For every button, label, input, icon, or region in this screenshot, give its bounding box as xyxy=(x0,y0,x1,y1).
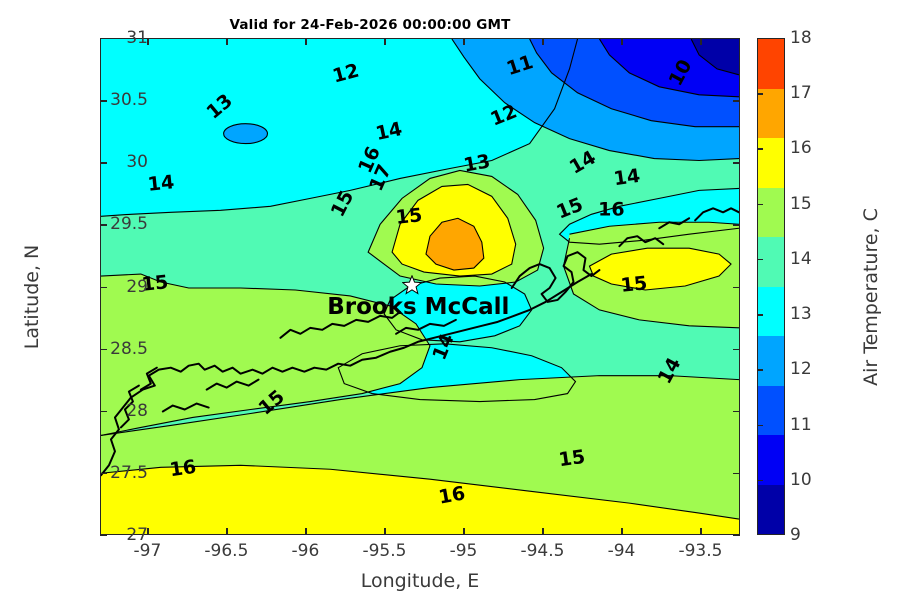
colorbar-band-0 xyxy=(758,39,784,89)
y-tick-mark xyxy=(733,224,740,226)
colorbar-tick-label: 16 xyxy=(790,138,812,159)
colorbar-tick-label: 13 xyxy=(790,304,812,325)
contour-label: 16 xyxy=(598,198,625,221)
colorbar-band-9 xyxy=(758,484,784,534)
colorbar-title: Air Temperature, C xyxy=(860,208,882,386)
y-tick-mark xyxy=(733,100,740,102)
colorbar-band-4 xyxy=(758,237,784,287)
x-tick-label: -95.5 xyxy=(362,541,407,561)
x-tick-mark xyxy=(384,528,386,535)
y-tick-mark xyxy=(733,535,740,537)
colorbar-tick-label: 18 xyxy=(790,28,812,48)
y-tick-mark xyxy=(100,472,107,475)
colorbar-band-7 xyxy=(758,385,784,435)
station-star-marker[interactable] xyxy=(402,275,423,295)
y-tick-mark xyxy=(100,38,107,40)
x-tick-mark xyxy=(147,528,149,535)
contour-label: 15 xyxy=(557,445,587,472)
colorbar-band-5 xyxy=(758,286,784,336)
y-tick-mark xyxy=(733,286,740,288)
x-tick-mark xyxy=(621,528,623,535)
colorbar-tick-label: 11 xyxy=(790,414,812,435)
colorbar-band-8 xyxy=(758,435,784,485)
y-axis-title: Latitude, N xyxy=(21,244,43,350)
y-tick-mark xyxy=(733,472,740,475)
x-tick-mark xyxy=(463,38,465,45)
x-tick-mark xyxy=(700,528,702,535)
contour-label: 16 xyxy=(168,455,198,482)
colorbar-tick-label: 14 xyxy=(790,248,812,269)
contour-label: 13 xyxy=(462,150,492,178)
x-tick-mark xyxy=(463,528,465,535)
x-tick-label: -96.5 xyxy=(204,541,249,561)
colorbar-tick-mark xyxy=(757,148,763,150)
y-tick-label: 30 xyxy=(126,152,148,173)
x-tick-label: -94.5 xyxy=(520,541,565,561)
y-tick-mark xyxy=(100,162,107,164)
x-tick-mark xyxy=(305,38,307,45)
y-tick-label: 31 xyxy=(126,28,148,48)
colorbar[interactable] xyxy=(757,38,785,535)
y-tick-mark xyxy=(733,38,740,40)
station-name-label: Brooks McCall xyxy=(327,294,510,320)
colorbar-band-1 xyxy=(758,88,784,138)
colorbar-tick-mark xyxy=(757,424,763,426)
contour-label: 15 xyxy=(619,272,648,297)
contour-field xyxy=(101,39,739,534)
y-tick-mark xyxy=(100,100,107,102)
x-axis-title: Longitude, E xyxy=(360,570,480,592)
colorbar-band-2 xyxy=(758,138,784,188)
y-tick-mark xyxy=(100,535,107,537)
colorbar-tick-label: 17 xyxy=(790,83,812,104)
x-tick-mark xyxy=(542,38,544,45)
y-tick-mark xyxy=(100,410,107,413)
x-tick-label: -96 xyxy=(291,541,320,561)
contour-label: 14 xyxy=(146,171,176,197)
colorbar-tick-mark xyxy=(757,93,763,95)
colorbar-band-3 xyxy=(758,187,784,237)
colorbar-band-6 xyxy=(758,336,784,386)
contour-label: 15 xyxy=(394,203,424,229)
y-tick-label: 28.5 xyxy=(110,338,148,359)
colorbar-tick-label: 15 xyxy=(790,193,812,214)
y-tick-mark xyxy=(100,224,107,226)
x-tick-mark xyxy=(226,528,228,535)
x-tick-mark xyxy=(305,528,307,535)
y-tick-label: 29.5 xyxy=(110,214,148,235)
x-tick-mark xyxy=(147,38,149,45)
x-tick-mark xyxy=(621,38,623,45)
y-tick-mark xyxy=(100,286,107,288)
x-tick-mark xyxy=(226,38,228,45)
x-tick-label: -97 xyxy=(133,541,162,561)
colorbar-tick-mark xyxy=(757,203,763,206)
colorbar-tick-mark xyxy=(757,479,763,482)
x-tick-label: -94 xyxy=(607,541,636,561)
colorbar-tick-label: 10 xyxy=(790,469,812,490)
x-tick-label: -95 xyxy=(449,541,478,561)
y-tick-mark xyxy=(733,162,740,164)
colorbar-tick-label: 12 xyxy=(790,359,812,380)
y-tick-mark xyxy=(733,348,740,351)
contour-label: 16 xyxy=(436,482,467,509)
page-title: Valid for 24-Feb-2026 00:00:00 GMT xyxy=(229,17,511,33)
x-tick-mark xyxy=(384,38,386,45)
x-tick-label: -93.5 xyxy=(678,541,723,561)
colorbar-tick-mark xyxy=(757,314,763,316)
y-tick-label: 29 xyxy=(126,276,148,297)
y-tick-label: 27 xyxy=(126,525,148,545)
y-tick-mark xyxy=(100,348,107,351)
colorbar-tick-label: 9 xyxy=(790,525,801,545)
contour-plot[interactable]: 13 12 11 10 12 14 13 14 14 16 17 14 15 15 15 16 15 15 14 14… xyxy=(100,38,740,535)
colorbar-tick-mark xyxy=(757,258,763,261)
y-tick-label: 28 xyxy=(126,400,148,421)
x-tick-mark xyxy=(700,38,702,45)
x-tick-mark xyxy=(542,528,544,535)
contour-label: 14 xyxy=(612,164,642,191)
y-tick-mark xyxy=(733,410,740,413)
y-tick-label: 27.5 xyxy=(110,462,148,483)
y-tick-label: 30.5 xyxy=(110,90,148,111)
colorbar-tick-mark xyxy=(757,369,763,371)
